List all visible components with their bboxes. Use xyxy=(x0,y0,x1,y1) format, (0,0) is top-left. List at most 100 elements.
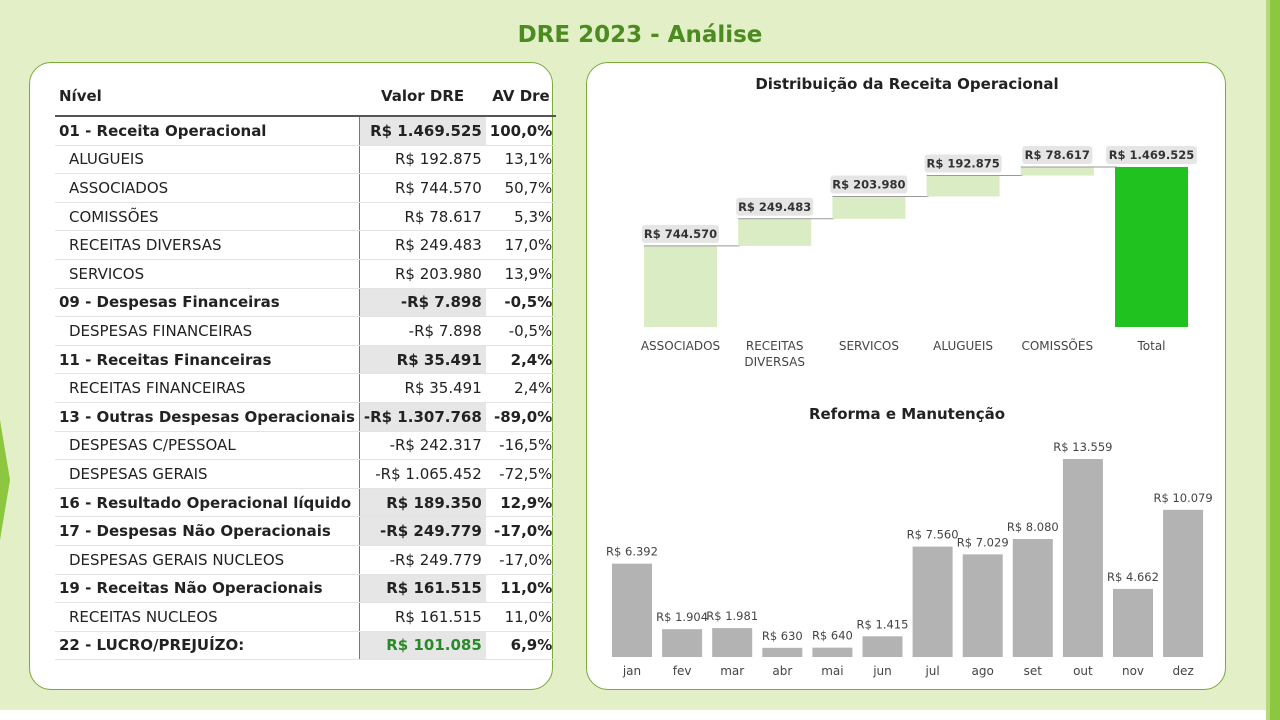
table-row[interactable]: RECEITAS NUCLEOS R$ 161.515 11,0% xyxy=(55,602,557,632)
table-row[interactable]: DESPESAS GERAIS NUCLEOS -R$ 249.779 -17,0% xyxy=(55,545,557,575)
cell-av: 11,0% xyxy=(485,602,557,632)
cell-value: -R$ 249.779 xyxy=(358,545,486,575)
x-tick-label: dez xyxy=(1172,664,1193,678)
cell-av: -72,5% xyxy=(485,459,557,489)
waterfall-bar xyxy=(738,218,812,246)
data-label: R$ 8.080 xyxy=(1007,520,1059,534)
table-row[interactable]: RECEITAS FINANCEIRAS R$ 35.491 2,4% xyxy=(55,373,557,403)
cell-av: 13,9% xyxy=(485,259,557,289)
dre-table-card: Nível Valor DRE AV Dre 01 - Receita Oper… xyxy=(29,62,557,690)
waterfall-chart: R$ 744.570 ASSOCIADOS R$ 249.483 RECEITAS DI… xyxy=(641,146,1197,369)
cell-av: -17,0% xyxy=(485,545,557,575)
column-header-level[interactable]: Nível xyxy=(55,77,360,117)
x-tick-label: jul xyxy=(924,664,939,678)
x-tick-label: abr xyxy=(772,664,792,678)
data-label: R$ 744.570 xyxy=(644,227,717,241)
cell-value: -R$ 1.065.452 xyxy=(358,459,486,489)
table-row[interactable]: DESPESAS C/PESSOAL -R$ 242.317 -16,5% xyxy=(55,431,557,461)
data-label-background xyxy=(642,224,719,243)
data-label: R$ 4.662 xyxy=(1107,570,1159,584)
x-tick-label: out xyxy=(1073,664,1093,678)
table-row[interactable]: DESPESAS FINANCEIRAS -R$ 7.898 -0,5% xyxy=(55,316,557,346)
cell-av: 12,9% xyxy=(485,488,557,518)
data-label-background xyxy=(736,197,814,216)
data-label-background xyxy=(924,154,1002,173)
data-label: R$ 78.617 xyxy=(1025,148,1090,162)
cell-value: R$ 35.491 xyxy=(358,373,486,403)
cell-level: COMISSÕES xyxy=(55,202,360,232)
x-tick-label: ASSOCIADOS xyxy=(641,339,720,353)
table-row[interactable]: ALUGUEIS R$ 192.875 13,1% xyxy=(55,145,557,175)
x-tick-label: Total xyxy=(1136,339,1165,353)
data-label-background xyxy=(1022,146,1093,164)
data-label: R$ 10.079 xyxy=(1153,491,1212,505)
table-row[interactable]: 19 - Receitas Não Operacionais R$ 161.515… xyxy=(55,574,557,604)
data-label: R$ 6.392 xyxy=(606,545,658,559)
cell-av: 17,0% xyxy=(485,230,557,260)
x-tick-label: RECEITAS xyxy=(746,339,804,353)
table-row[interactable]: 09 - Despesas Financeiras -R$ 7.898 -0,5% xyxy=(55,288,557,318)
bar xyxy=(1062,459,1103,657)
bar xyxy=(1012,539,1053,657)
cell-av: 13,1% xyxy=(485,145,557,175)
bar xyxy=(1163,509,1204,657)
cell-value: R$ 1.469.525 xyxy=(358,116,486,146)
cell-av: 5,3% xyxy=(485,202,557,232)
cell-av: -89,0% xyxy=(485,402,557,432)
data-label: R$ 203.980 xyxy=(832,178,905,192)
table-row[interactable]: ASSOCIADOS R$ 744.570 50,7% xyxy=(55,173,557,203)
bar xyxy=(862,636,903,657)
cell-level: ALUGUEIS xyxy=(55,145,360,175)
cell-level: DESPESAS C/PESSOAL xyxy=(55,431,360,461)
cell-level: DESPESAS FINANCEIRAS xyxy=(55,316,360,346)
cell-value: R$ 101.085 xyxy=(358,631,486,661)
data-label: R$ 7.029 xyxy=(957,535,1009,549)
cell-av: 6,9% xyxy=(485,631,557,661)
cell-value: R$ 35.491 xyxy=(358,345,486,375)
charts-card: Distribuição da Receita Operacional R$ 7… xyxy=(586,62,1226,690)
bar xyxy=(712,628,753,657)
x-tick-label: COMISSÕES xyxy=(1021,338,1093,353)
table-row[interactable]: 11 - Receitas Financeiras R$ 35.491 2,4% xyxy=(55,345,557,375)
table-row[interactable]: 16 - Resultado Operacional líquido R$ 189… xyxy=(55,488,557,518)
waterfall-bar xyxy=(1115,167,1188,327)
cell-level: 22 - LUCRO/PREJUÍZO: xyxy=(55,631,360,661)
x-tick-label: jun xyxy=(872,664,892,678)
table-row[interactable]: 17 - Despesas Não Operacionais -R$ 249.77… xyxy=(55,516,557,546)
data-label: R$ 192.875 xyxy=(926,157,999,171)
cell-value: -R$ 242.317 xyxy=(358,431,486,461)
table-row[interactable]: COMISSÕES R$ 78.617 5,3% xyxy=(55,202,557,232)
bar xyxy=(662,629,703,657)
column-header-value[interactable]: Valor DRE xyxy=(359,77,486,117)
bar xyxy=(612,563,652,657)
cell-value: R$ 744.570 xyxy=(358,173,486,203)
cell-av: 50,7% xyxy=(485,173,557,203)
cell-value: R$ 192.875 xyxy=(358,145,486,175)
cell-av: 2,4% xyxy=(485,373,557,403)
data-label: R$ 1.415 xyxy=(857,617,909,631)
cell-av: -17,0% xyxy=(485,516,557,546)
bar-chart: R$ 6.392 jan R$ 1.904 fev R$ 1.981 mar R$ 630 a… xyxy=(606,440,1213,678)
data-label: R$ 1.469.525 xyxy=(1109,148,1195,162)
table-row[interactable]: 22 - LUCRO/PREJUÍZO: R$ 101.085 6,9% xyxy=(55,631,557,661)
cell-av: 100,0% xyxy=(485,116,557,146)
x-tick-label: fev xyxy=(673,664,692,678)
table-row[interactable]: DESPESAS GERAIS -R$ 1.065.452 -72,5% xyxy=(55,459,557,489)
column-header-av[interactable]: AV Dre xyxy=(485,77,557,117)
cell-value: R$ 78.617 xyxy=(358,202,486,232)
waterfall-chart-title: Distribuição da Receita Operacional xyxy=(755,75,1059,93)
waterfall-bar xyxy=(644,245,717,327)
table-row[interactable]: 13 - Outras Despesas Operacionais -R$ 1.3… xyxy=(55,402,557,432)
data-label: R$ 13.559 xyxy=(1053,440,1112,454)
x-tick-label: DIVERSAS xyxy=(744,355,805,369)
cell-level: RECEITAS DIVERSAS xyxy=(55,230,360,260)
waterfall-bar xyxy=(1020,167,1094,176)
cell-av: -0,5% xyxy=(485,316,557,346)
table-row[interactable]: RECEITAS DIVERSAS R$ 249.483 17,0% xyxy=(55,230,557,260)
cell-av: -16,5% xyxy=(485,431,557,461)
x-tick-label: ALUGUEIS xyxy=(933,339,993,353)
cell-level: DESPESAS GERAIS xyxy=(55,459,360,489)
cell-av: 2,4% xyxy=(485,345,557,375)
table-row[interactable]: 01 - Receita Operacional R$ 1.469.525 100,… xyxy=(55,116,557,146)
table-row[interactable]: SERVICOS R$ 203.980 13,9% xyxy=(55,259,557,289)
